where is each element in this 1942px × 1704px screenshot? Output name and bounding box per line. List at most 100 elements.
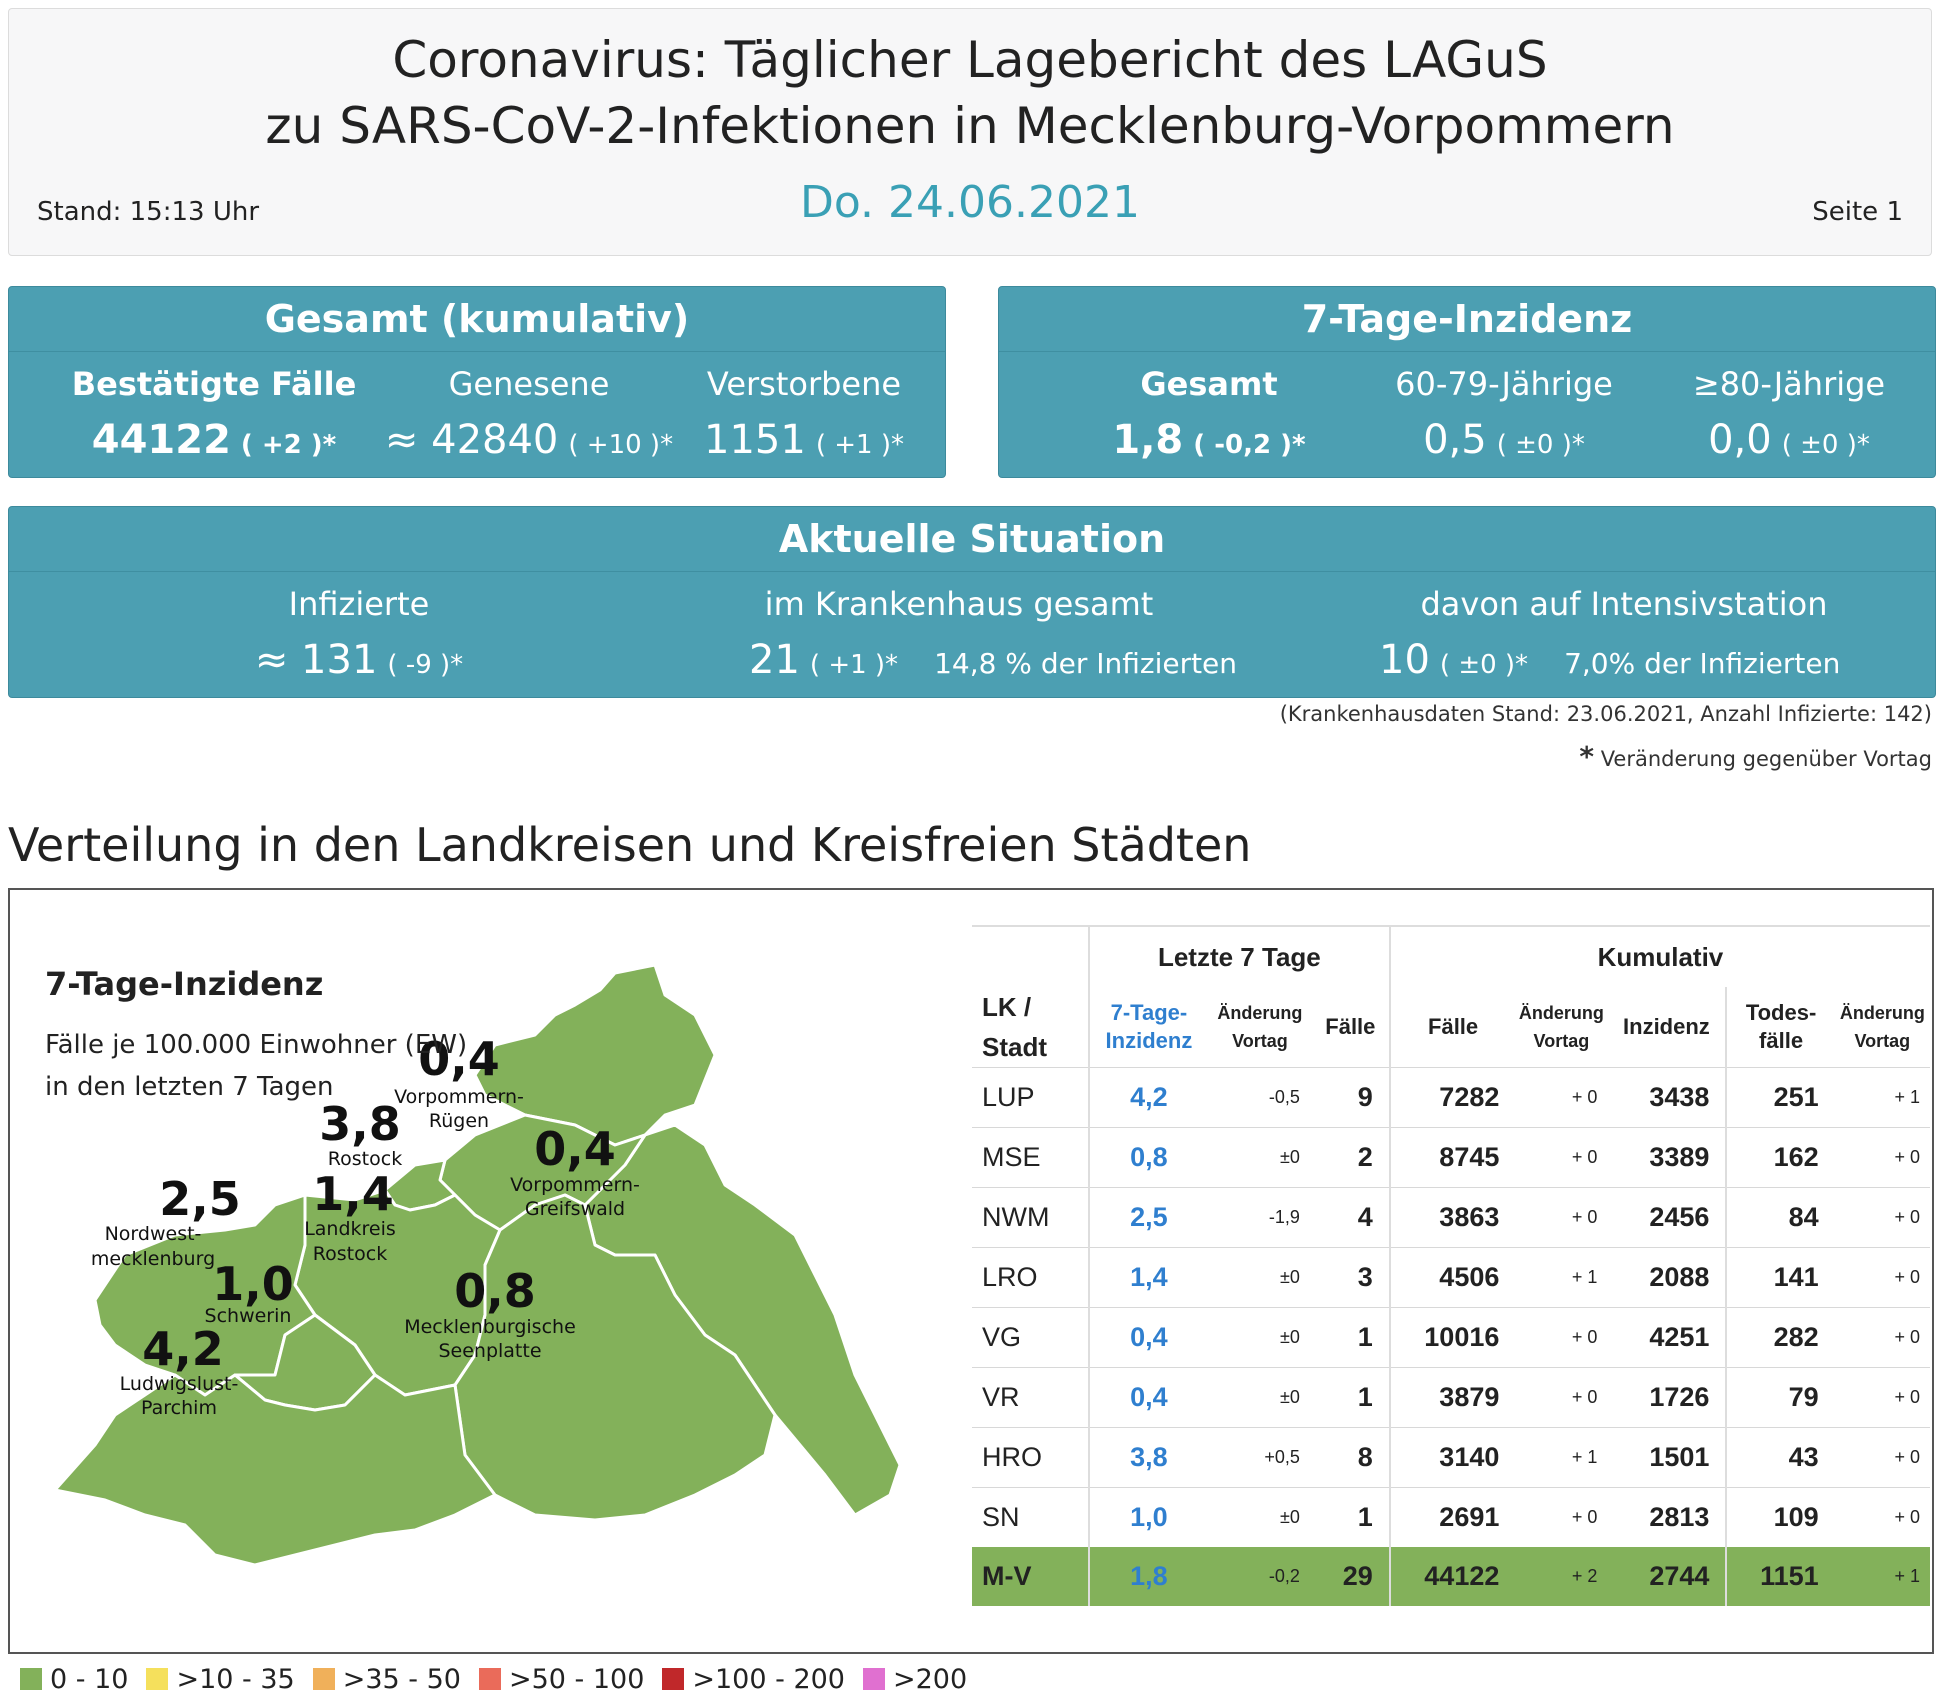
icu-value: 10: [1379, 637, 1430, 683]
recovered-value: ≈ 42840: [384, 417, 559, 463]
recovered-label: Genesene: [448, 365, 610, 403]
legend-swatch: [146, 1668, 169, 1690]
region-name-seenplatte-2: Seenplatte: [438, 1340, 541, 1362]
map-title: 7-Tage-Inzidenz: [45, 965, 324, 1003]
legend-swatch: [478, 1668, 501, 1690]
table-row: SN 1,0 ±0 1 2691 + 0 2813 109 + 0: [972, 1487, 1930, 1547]
district-table: Letzte 7 Tage Kumulativ LK / Stadt 7-Tage…: [972, 925, 1930, 1606]
table-row: VR 0,4 ±0 1 3879 + 0 1726 79 + 0: [972, 1367, 1930, 1428]
region-value-lup: 4,2: [142, 1322, 224, 1376]
incidence-60-79-label: 60-79-Jährige: [1395, 365, 1613, 403]
hospitalized-value: 21: [749, 637, 800, 683]
region-value-lrostock: 1,4: [312, 1167, 394, 1221]
report-title-line1: Coronavirus: Täglicher Lagebericht des L…: [392, 31, 1548, 89]
incidence-total-label: Gesamt: [1140, 365, 1278, 403]
group-last7: Letzte 7 Tage: [1087, 925, 1390, 987]
icu-share: 7,0% der Infizierten: [1564, 647, 1841, 680]
table-row: VG 0,4 ±0 1 10016 + 0 4251 282 + 0: [972, 1307, 1930, 1368]
change-footnote: * Veränderung gegenüber Vortag: [1579, 740, 1932, 773]
confirmed-label: Bestätigte Fälle: [71, 365, 357, 403]
incidence-total: Gesamt 1,8 ( -0,2 )*: [1059, 359, 1359, 463]
legend-item: 0 - 10: [20, 1664, 128, 1695]
section-title: Verteilung in den Landkreisen und Kreisf…: [8, 818, 1252, 872]
region-name-lup-2: Parchim: [141, 1397, 217, 1419]
gesamt-title: Gesamt (kumulativ): [9, 287, 945, 352]
table-row: HRO 3,8 +0,5 8 3140 + 1 1501 43 + 0: [972, 1427, 1930, 1488]
table-row: LUP 4,2 -0,5 9 7282 + 0 3438 251 + 1: [972, 1067, 1930, 1128]
map-subtitle-2: in den letzten 7 Tagen: [45, 1072, 334, 1102]
confirmed-change: ( +2 )*: [240, 430, 337, 460]
group-cumulative: Kumulativ: [1388, 925, 1930, 987]
inzidenz-title: 7-Tage-Inzidenz: [999, 287, 1935, 352]
deceased-value: 1151: [704, 417, 806, 463]
incidence-total-change: ( -0,2 )*: [1193, 430, 1306, 460]
incidence-80plus: ≥80-Jährige 0,0 ( ±0 )*: [1649, 359, 1929, 463]
region-name-nwm-2: mecklenburg: [91, 1248, 215, 1270]
infected-value: ≈ 131: [254, 637, 378, 683]
infected: Infizierte ≈ 131 ( -9 )*: [159, 579, 559, 683]
col-lk: LK / Stadt: [982, 992, 1047, 1062]
region-name-lup-1: Ludwigslust-: [120, 1373, 239, 1395]
gesamt-panel: Gesamt (kumulativ) Bestätigte Fälle 4412…: [8, 286, 946, 478]
legend-swatch: [662, 1668, 685, 1690]
col-cases: Fälle: [1388, 987, 1516, 1068]
legend-swatch: [862, 1668, 885, 1690]
report-time: Stand: 15:13 Uhr: [37, 197, 260, 227]
recovered-change: ( +10 )*: [568, 430, 674, 460]
region-value-schwerin: 1,0: [212, 1257, 294, 1311]
region-value-nwm: 2,5: [159, 1172, 241, 1226]
infected-label: Infizierte: [288, 585, 430, 623]
region-value-ruegen: 0,4: [418, 1032, 500, 1086]
region-name-greifswald-1: Vorpommern-: [510, 1174, 640, 1196]
incidence-60-79: 60-79-Jährige 0,5 ( ±0 )*: [1359, 359, 1649, 463]
legend-item: >35 - 50: [312, 1664, 461, 1695]
map-region-ludwigslust-parchim: [55, 1373, 497, 1567]
incidence-60-79-value: 0,5: [1423, 417, 1487, 463]
deceased-cases: Verstorbene 1151 ( +1 )*: [679, 359, 929, 463]
region-name-ruegen-1: Vorpommern-: [394, 1086, 524, 1108]
legend-item: >100 - 200: [662, 1664, 845, 1695]
incidence-total-value: 1,8: [1112, 417, 1184, 463]
hospitalized-change: ( +1 )*: [809, 650, 899, 680]
page-number: Seite 1: [1812, 197, 1903, 227]
footnote-star: *: [1579, 740, 1594, 773]
incidence-80plus-change: ( ±0 )*: [1781, 430, 1870, 460]
map-legend: 0 - 10 >10 - 35 >35 - 50 >50 - 100 >100 …: [20, 1662, 985, 1696]
legend-swatch: [312, 1668, 335, 1690]
region-value-rostock: 3,8: [319, 1097, 401, 1151]
report-title-line2: zu SARS-CoV-2-Infektionen in Mecklenburg…: [265, 97, 1675, 155]
region-name-seenplatte-1: Mecklenburgische: [404, 1316, 576, 1338]
hospitalized: im Krankenhaus gesamt 21 ( +1 )* 14,8 % de…: [689, 579, 1289, 683]
infected-change: ( -9 )*: [387, 650, 464, 680]
confirmed-value: 44122: [91, 417, 231, 463]
col-deaths: Todes-fälle: [1725, 987, 1835, 1068]
table-row: MSE 0,8 ±0 2 8745 + 0 3389 162 + 0: [972, 1127, 1930, 1188]
table-total-row: M-V 1,8 -0,2 29 44122 + 2 2744 1151 + 1: [972, 1547, 1930, 1606]
confirmed-cases: Bestätigte Fälle 44122 ( +2 )*: [49, 359, 379, 463]
region-name-schwerin: Schwerin: [205, 1305, 292, 1327]
table-row: LRO 1,4 ±0 3 4506 + 1 2088 141 + 0: [972, 1247, 1930, 1308]
hospitalized-share: 14,8 % der Infizierten: [934, 647, 1238, 680]
region-name-ruegen-2: Rügen: [429, 1110, 489, 1132]
legend-item: >10 - 35: [146, 1664, 295, 1695]
col-change-deaths: Änderung Vortag: [1839, 1003, 1925, 1051]
recovered-cases: Genesene ≈ 42840 ( +10 )*: [379, 359, 679, 463]
current-situation-panel: Aktuelle Situation Infizierte ≈ 131 ( -9 …: [8, 506, 1936, 698]
icu-label: davon auf Intensivstation: [1420, 585, 1828, 623]
col-cases7: Fälle: [1325, 1014, 1376, 1039]
legend-item: >50 - 100: [478, 1664, 644, 1695]
hospital-data-note: (Krankenhausdaten Stand: 23.06.2021, Anz…: [1279, 702, 1932, 726]
icu-change: ( ±0 )*: [1439, 650, 1529, 680]
legend-swatch: [20, 1668, 42, 1690]
incidence-80plus-value: 0,0: [1708, 417, 1772, 463]
region-value-seenplatte: 0,8: [454, 1264, 536, 1318]
region-map: 0,4 Vorpommern- Rügen 3,8 Rostock 1,4 La…: [55, 963, 902, 1567]
col-change-incidence: Änderung Vortag: [1217, 1003, 1303, 1051]
table-row: NWM 2,5 -1,9 4 3863 + 0 2456 84 + 0: [972, 1187, 1930, 1248]
map-region-ruegen: [473, 963, 717, 1147]
col-incidence7: 7-Tage- Inzidenz: [1087, 987, 1208, 1068]
region-name-rostock: Rostock: [328, 1148, 402, 1170]
map-labels: 0,4 Vorpommern- Rügen 3,8 Rostock 1,4 La…: [91, 1032, 640, 1419]
intensive-care: davon auf Intensivstation 10 ( ±0 )* 7,0% …: [1339, 579, 1919, 683]
region-name-lrostock-2: Rostock: [313, 1243, 387, 1265]
